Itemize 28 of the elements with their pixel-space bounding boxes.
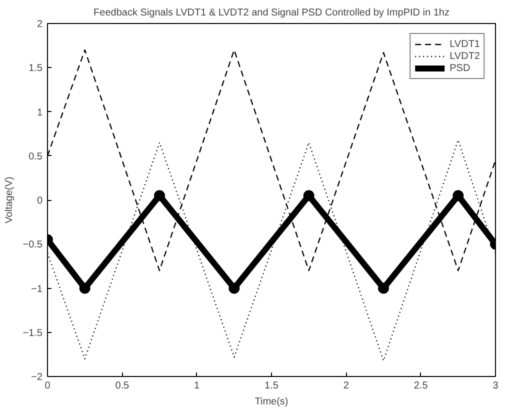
point (303, 190, 314, 202)
y-axis-title: Voltage(V) (4, 176, 15, 224)
y-tick-label: 0.5 (28, 151, 43, 162)
x-tick-label: 2.5 (414, 380, 428, 392)
y-tick-label: 1.5 (28, 63, 43, 74)
x-tick-label: 0.5 (115, 380, 130, 392)
x-tick-label: 3 (492, 380, 499, 392)
x-tick-label: 1.5 (264, 380, 279, 392)
y-tick-label: −0.5 (22, 240, 43, 251)
point (452, 190, 464, 202)
point (79, 282, 90, 294)
chart-title: Feedback Signals LVDT1 & LVDT2 and Signal PSD Controlled by ImpPID in 1hz (94, 8, 450, 18)
point (228, 282, 240, 294)
y-tick-label: −1 (31, 284, 43, 295)
y-tick-label: 1 (36, 107, 43, 118)
legend-label: LVDT2 (450, 50, 480, 62)
legend-label: PSD (450, 62, 470, 74)
y-tick-label: −2 (31, 372, 43, 383)
legend-label: LVDT1 (450, 38, 480, 50)
x-axis-title: Time(s) (254, 396, 288, 408)
y-tick-label: 0 (36, 196, 43, 206)
x-tick-label: 2 (343, 380, 350, 392)
y-tick-label: 2 (36, 19, 43, 30)
y-tick-label: −1.5 (22, 328, 43, 339)
x-tick-label: 0 (44, 380, 51, 392)
point (378, 282, 389, 294)
point (154, 190, 165, 202)
x-tick-label: 1 (194, 380, 200, 392)
